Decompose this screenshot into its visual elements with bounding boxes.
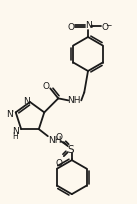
- Text: N: N: [12, 126, 18, 135]
- Text: O: O: [55, 132, 62, 141]
- Text: N: N: [85, 21, 91, 30]
- Text: N: N: [23, 97, 29, 106]
- Text: N: N: [6, 109, 13, 118]
- Text: O: O: [43, 81, 50, 90]
- Text: O: O: [102, 22, 109, 31]
- Text: ': ': [12, 109, 14, 115]
- Text: +: +: [89, 24, 94, 29]
- Text: O: O: [55, 158, 62, 167]
- Text: NH: NH: [68, 95, 81, 104]
- Text: S: S: [68, 144, 74, 154]
- Text: H: H: [12, 131, 18, 140]
- Text: −: −: [105, 21, 112, 30]
- Text: O: O: [68, 22, 75, 31]
- Text: NH: NH: [48, 135, 62, 144]
